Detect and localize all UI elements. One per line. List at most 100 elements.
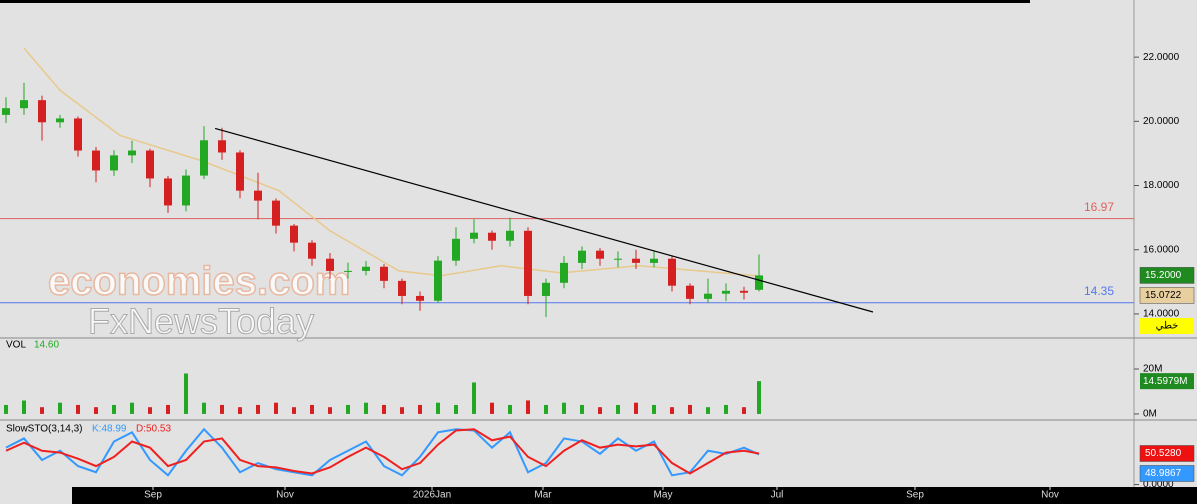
y-tick-label: 16.0000: [1143, 244, 1180, 255]
mode-badge-label: خطي: [1156, 321, 1179, 332]
volume-bar: [706, 407, 710, 414]
volume-bar: [562, 402, 566, 414]
volume-bar: [382, 404, 386, 414]
candle-body: [542, 282, 550, 296]
y-tick-label: 20.0000: [1143, 116, 1180, 127]
volume-bar: [490, 402, 494, 414]
x-axis-bar: [72, 487, 1197, 504]
candle-body: [578, 250, 586, 263]
volume-bar: [418, 404, 422, 414]
volume-bar: [310, 404, 314, 414]
volume-bar: [58, 402, 62, 414]
candle-body: [686, 285, 694, 299]
watermark: FxNewsToday: [88, 301, 314, 342]
candle-body: [20, 100, 28, 109]
price-badge-label: 48.9867: [1145, 468, 1182, 479]
candle-body: [200, 140, 208, 176]
candle-body: [632, 258, 640, 263]
y-tick-label: 22.0000: [1143, 52, 1180, 63]
moving-average: [23, 47, 757, 277]
x-tick-label: Sep: [144, 490, 162, 501]
stoch-line: [5, 427, 760, 477]
candle-body: [704, 293, 712, 299]
price-badge-label: 50.5280: [1145, 448, 1182, 459]
candle-body: [326, 258, 334, 271]
price-badge: [1139, 287, 1195, 304]
volume-bar: [274, 402, 278, 414]
volume-bar: [652, 404, 656, 414]
candle-body: [272, 200, 280, 226]
stoch-line: [5, 428, 760, 475]
volume-bar: [40, 407, 44, 414]
y-tick-label: 0M: [1143, 409, 1157, 420]
value-badge: [1140, 373, 1194, 390]
candle-body: [38, 100, 46, 123]
candle-body: [722, 290, 730, 294]
candle-body: [182, 175, 190, 206]
y-tick-label: 18.0000: [1143, 180, 1180, 191]
mode-badge: [1140, 318, 1194, 334]
volume-bar: [130, 402, 134, 414]
candle-body: [434, 260, 442, 301]
volume-bar: [616, 404, 620, 414]
candle-body: [308, 242, 316, 259]
x-tick-label: May: [654, 490, 673, 501]
volume-bar: [76, 404, 80, 414]
volume-bar: [598, 407, 602, 414]
watermark: economies.com: [48, 260, 350, 304]
candle-body: [668, 258, 676, 286]
candle-body: [56, 118, 64, 123]
legend-entry: D:50.53: [136, 424, 171, 435]
candle-body: [344, 270, 352, 272]
candle-body: [755, 275, 763, 290]
volume-bar: [634, 402, 638, 414]
candle-body: [74, 118, 82, 151]
volume-bar: [184, 373, 188, 414]
volume-bar: [292, 407, 296, 414]
x-tick-label: Nov: [276, 490, 294, 501]
candle-body: [398, 280, 406, 296]
candle-body: [164, 178, 172, 206]
volume-bar: [526, 400, 530, 414]
candle-body: [128, 150, 136, 156]
stoch-label: SlowSTO(3,14,3): [6, 424, 83, 435]
volume-bar: [757, 381, 761, 414]
volume-bar: [112, 404, 116, 414]
volume-bar: [724, 404, 728, 414]
x-tick-label: Jul: [771, 490, 784, 501]
volume-bar: [472, 382, 476, 414]
candle-body: [146, 150, 154, 179]
y-tick-label: 20M: [1143, 364, 1162, 375]
volume-bar: [580, 404, 584, 414]
volume-bar: [94, 407, 98, 414]
volume-bar: [400, 407, 404, 414]
volume-bar: [544, 404, 548, 414]
volume-bar: [688, 404, 692, 414]
level-label: 14.35: [1084, 284, 1114, 298]
x-tick-label: Nov: [1041, 490, 1059, 501]
volume-value: 14.60: [34, 340, 59, 351]
volume-bar: [670, 407, 674, 414]
candle-body: [614, 258, 622, 260]
candle-body: [110, 155, 118, 171]
candle-body: [92, 150, 100, 171]
price-badge-label: 15.0722: [1145, 290, 1182, 301]
volume-bar: [148, 407, 152, 414]
x-tick-label: 2026Jan: [413, 490, 451, 501]
volume-bar: [22, 400, 26, 414]
top-strip: [0, 0, 1030, 3]
volume-bar: [742, 407, 746, 414]
level-label: 16.97: [1084, 200, 1114, 214]
candle-body: [650, 258, 658, 263]
candle-body: [740, 290, 748, 293]
price-badge: [1139, 465, 1195, 482]
price-badge: [1139, 445, 1195, 462]
trendline: [214, 127, 874, 313]
candle-body: [596, 250, 604, 259]
candle-body: [452, 238, 460, 261]
candle-body: [236, 152, 244, 191]
candle-body: [380, 266, 388, 281]
volume-bar: [328, 407, 332, 414]
volume-bar: [238, 407, 242, 414]
volume-bar: [256, 404, 260, 414]
